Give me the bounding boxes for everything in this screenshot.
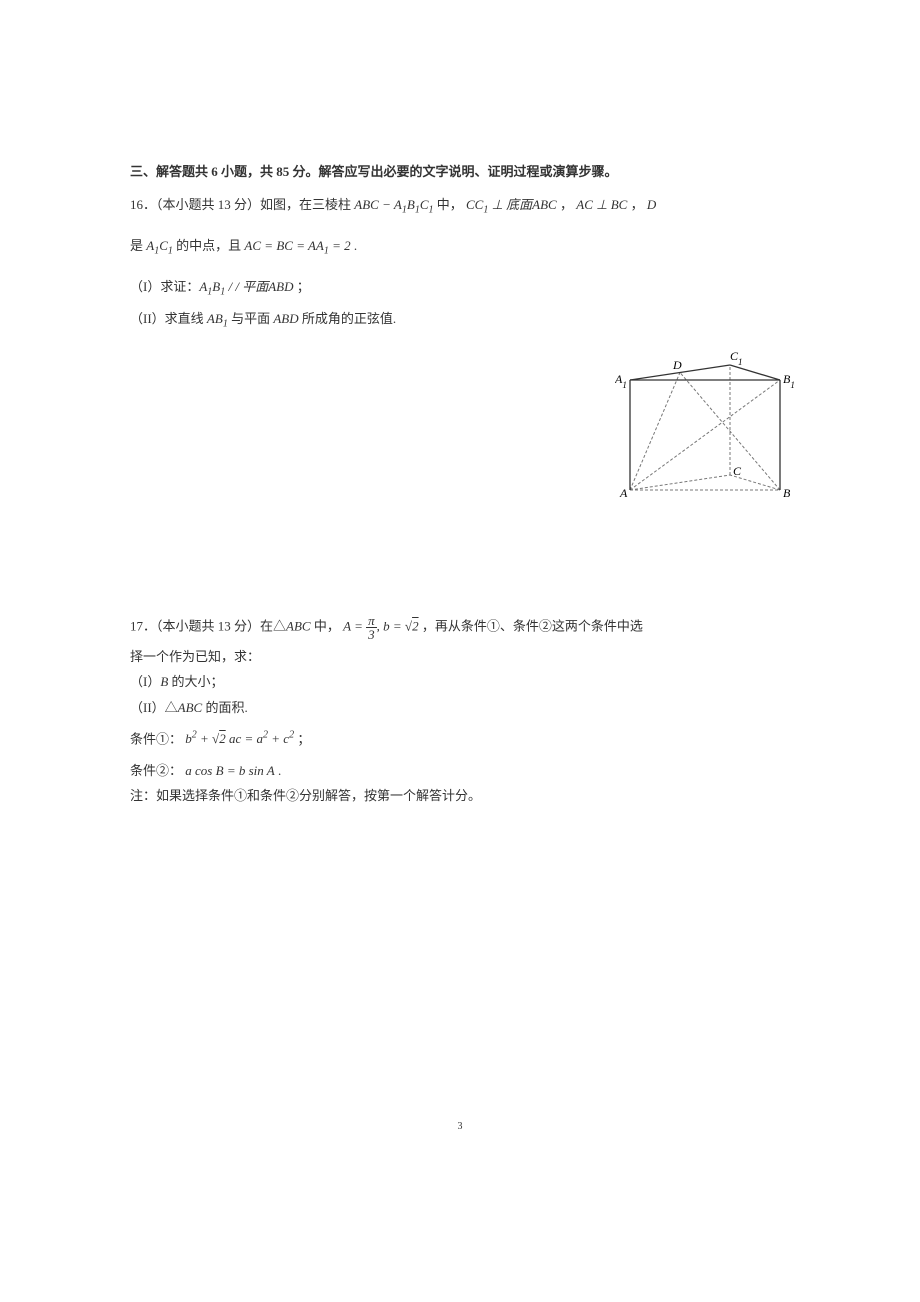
problem-number: 17． <box>130 618 156 633</box>
text: ， <box>560 197 573 212</box>
lengths: AC = BC = AA1 = 2 <box>244 238 350 253</box>
note: 注：如果选择条件①和条件②分别解答，按第一个解答计分。 <box>130 784 790 807</box>
text: ，再从条件①、条件②这两个条件中选 <box>422 618 643 633</box>
problem-points: （本小题共 13 分） <box>156 197 260 212</box>
text: 如图，在三棱柱 <box>260 197 351 212</box>
section-header: 三、解答题共 6 小题，共 85 分。解答应写出必要的文字说明、证明过程或演算步… <box>130 160 790 183</box>
d-symbol: D <box>647 197 656 212</box>
svg-text:D: D <box>672 358 682 372</box>
problem-16-line2: 是 A1C1 的中点，且 AC = BC = AA1 = 2 . <box>130 234 790 261</box>
problem-16-part1: （I）求证：A1B1 / / 平面ABD ； <box>130 275 790 302</box>
svg-text:B: B <box>783 486 791 500</box>
prism-notation: ABC − A1B1C1 <box>354 197 433 212</box>
triangle: ABC <box>286 618 311 633</box>
condition-2: 条件②： a cos B = b sin A . <box>130 759 790 782</box>
cond2-label: 条件②： <box>130 763 182 778</box>
svg-text:A: A <box>619 486 628 500</box>
cond2-formula: a cos B = b sin A <box>185 763 274 778</box>
svg-text:B1: B1 <box>783 372 795 390</box>
text: 与平面 <box>228 311 274 326</box>
condition-1: 条件①： b2 + √2 ac = a2 + c2 ； <box>130 727 790 751</box>
problem-16-line1: 16．（本小题共 13 分）如图，在三棱柱 ABC − A1B1C1 中， CC… <box>130 193 790 220</box>
text: . <box>351 238 358 253</box>
text: . <box>278 763 281 778</box>
problem-16-part2: （II）求直线 AB1 与平面 ABD 所成角的正弦值. <box>130 307 790 334</box>
svg-text:C1: C1 <box>730 349 743 367</box>
ab1: AB1 <box>207 311 228 326</box>
midpoint: A1C1 <box>146 238 173 253</box>
document-content: 三、解答题共 6 小题，共 85 分。解答应写出必要的文字说明、证明过程或演算步… <box>130 160 790 807</box>
given-conditions: A = π 3 , b = √2 <box>343 614 418 641</box>
cond1-label: 条件①： <box>130 731 182 746</box>
part-label: （I）求证： <box>130 279 199 294</box>
condition-2: AC ⊥ BC <box>576 197 627 212</box>
problem-17-line2: 择一个作为已知，求： <box>130 645 790 668</box>
problem-17-line1: 17．（本小题共 13 分）在△ABC 中， A = π 3 , b = √2 … <box>130 614 790 641</box>
text: 中， <box>311 618 340 633</box>
text: 在△ <box>260 618 286 633</box>
condition-1: CC1 ⊥ 底面ABC <box>466 197 557 212</box>
cond1-formula: b2 + √2 ac = a2 + c2 <box>185 731 294 746</box>
prism-figure: A B C A1 B1 C1 D <box>615 345 795 505</box>
text: ； <box>294 279 310 294</box>
problem-points: （本小题共 13 分） <box>156 618 260 633</box>
text: 所成角的正弦值. <box>299 311 397 326</box>
problem-17: 17．（本小题共 13 分）在△ABC 中， A = π 3 , b = √2 … <box>130 614 790 808</box>
part1-claim: A1B1 / / 平面ABD <box>199 279 293 294</box>
problem-17-part1: （I）B 的大小； <box>130 670 790 693</box>
text: 的中点，且 <box>173 238 245 253</box>
svg-text:C: C <box>733 464 742 478</box>
problem-17-part2: （II）△ABC 的面积. <box>130 696 790 719</box>
text: ； <box>297 731 310 746</box>
text: ， <box>631 197 644 212</box>
text: 中， <box>437 197 463 212</box>
svg-text:A1: A1 <box>615 372 627 390</box>
page-number: 3 <box>458 1121 463 1132</box>
text: 是 <box>130 238 146 253</box>
part-label: （II）求直线 <box>130 311 207 326</box>
problem-number: 16． <box>130 197 156 212</box>
problem-16: 16．（本小题共 13 分）如图，在三棱柱 ABC − A1B1C1 中， CC… <box>130 193 790 333</box>
abd: ABD <box>273 311 298 326</box>
